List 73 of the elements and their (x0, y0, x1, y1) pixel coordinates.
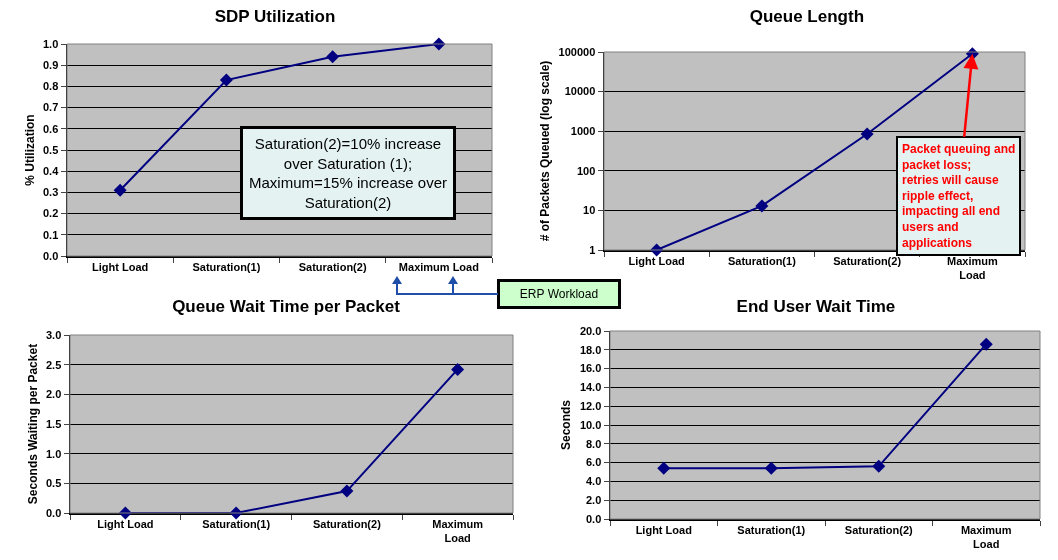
y-tick-label: 12.0 (579, 400, 602, 413)
y-tick-label: 3.0 (46, 328, 62, 341)
point (219, 73, 233, 87)
x-tick-label: Saturation(1) (192, 260, 261, 273)
y-tick-label: 0.0 (43, 249, 59, 262)
y-tick-label: 16.0 (579, 362, 602, 375)
y-tick-label: 0.7 (43, 101, 59, 114)
x-tick-label: Saturation(2) (833, 254, 902, 267)
y-tick-label: 0.3 (43, 186, 59, 199)
y-tick-label: 14.0 (579, 381, 602, 394)
x-tick-label: Maximum Load (398, 260, 479, 273)
x-tick-label: Saturation(2) (844, 523, 913, 536)
y-tick-label: 20.0 (579, 324, 602, 337)
annotation: Saturation(2)=10% increase over Saturation (1); Maximum=15% increase over Saturation(2) (249, 135, 447, 211)
annotation: Packet queuing and packet loss; retries will cause ripple effect, impacting all end users and applications (902, 142, 1016, 250)
point (451, 362, 465, 376)
point (326, 50, 340, 64)
y-tick-label: 0.5 (46, 477, 62, 490)
x-tick-label: Maximum Load (960, 523, 1012, 550)
y-axis-title: % Utilization (22, 114, 37, 186)
y-tick-label: 1.0 (46, 447, 62, 460)
x-tick-label: Light Load (92, 260, 149, 273)
x-tick-label: Light Load (628, 254, 685, 267)
y-tick-label: 2.5 (46, 358, 62, 371)
x-tick-label: Saturation(1) (727, 254, 797, 267)
x-tick-label: Light Load (97, 517, 154, 530)
y-tick-label: 8.0 (586, 437, 602, 450)
y-tick-label: 1.0 (43, 37, 59, 50)
y-tick-label: 4.0 (586, 475, 602, 488)
y-axis-title: Seconds Waiting per Packet (25, 343, 40, 505)
y-tick-label: 0.0 (586, 512, 602, 525)
y-axis-title: # of Packets Queued (log scale) (538, 60, 553, 242)
point (979, 337, 993, 351)
y-tick-label: 0.5 (43, 143, 59, 156)
y-tick-label: 2.0 (46, 388, 62, 401)
y-tick-label: 0.9 (43, 59, 59, 72)
x-tick-label: Saturation(2) (312, 517, 382, 530)
point (113, 183, 127, 197)
text: ERP Workload (497, 279, 621, 309)
y-tick-label: 2.0 (586, 494, 602, 507)
y-axis-title: Seconds (559, 399, 574, 451)
y-tick-label: 0.4 (43, 165, 60, 178)
point (340, 484, 354, 498)
y-tick-label: 0.0 (46, 506, 62, 519)
y-tick-label: 100 (576, 164, 596, 177)
chart-title: Queue Wait Time per Packet (172, 296, 401, 316)
y-tick-label: 1.5 (46, 417, 62, 430)
point (872, 459, 886, 473)
point (860, 127, 874, 141)
x-tick-label: Maximum Load (947, 254, 998, 281)
y-tick-label: 10.0 (579, 418, 602, 431)
y-tick-label: 1000 (570, 125, 596, 138)
y-tick-label: 18.0 (579, 343, 602, 356)
x-tick-label: Saturation(1) (737, 523, 806, 536)
point (657, 461, 671, 475)
y-tick-label: 0.8 (43, 80, 59, 93)
y-tick-label: 10 (583, 204, 596, 217)
y-tick-label: 10000 (564, 85, 596, 98)
y-tick-label: 100000 (558, 45, 596, 58)
chart-title: SDP Utilization (214, 6, 336, 26)
x-tick-label: Maximum Load (432, 517, 484, 544)
x-tick-label: Light Load (635, 523, 692, 536)
y-tick-label: 1 (589, 243, 596, 256)
y-tick-label: 0.2 (43, 207, 59, 220)
x-tick-label: Saturation(2) (298, 260, 367, 273)
x-tick-label: Saturation(1) (202, 517, 271, 530)
chart-title: Queue Length (749, 6, 865, 26)
point (755, 199, 769, 213)
y-tick-label: 0.6 (43, 122, 59, 135)
y-tick-label: 6.0 (586, 456, 602, 469)
y-tick-label: 0.1 (43, 228, 59, 241)
point (764, 461, 778, 475)
chart-title: End User Wait Time (736, 296, 896, 316)
